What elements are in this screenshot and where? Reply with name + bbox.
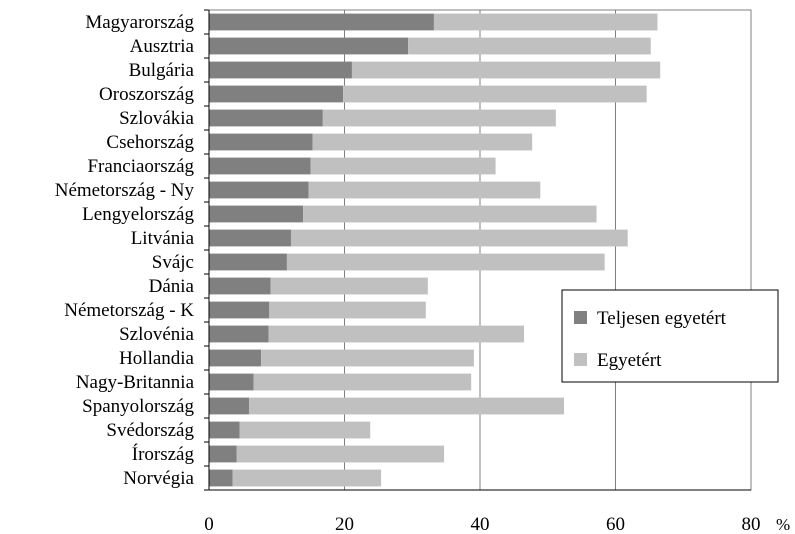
x-tick-label-0: 0 [204, 514, 214, 534]
bar-oroszorszag-egyetert [343, 85, 647, 103]
bar-szlovakia-egyetert [322, 109, 556, 127]
x-tick-label-60: 60 [606, 514, 625, 534]
x-tick-label-40: 40 [471, 514, 490, 534]
category-label-szlovakia: Szlovákia [119, 108, 194, 129]
bar-szlovenia-teljesen-egyetert [209, 325, 269, 343]
bar-bulgaria-egyetert [351, 61, 661, 79]
category-label-szlovenia: Szlovénia [119, 324, 194, 345]
category-label-irorszag: Írország [132, 443, 195, 465]
bar-nagy-britannia-teljesen-egyetert [209, 373, 254, 391]
bar-dania-egyetert [270, 277, 428, 295]
category-label-svedorszag: Svédország [106, 420, 194, 441]
category-label-franciaorszag: Franciaország [87, 156, 194, 177]
bar-bulgaria-teljesen-egyetert [209, 61, 352, 79]
bars [209, 13, 661, 487]
category-label-nemetorszag-ny: Németország - Ny [55, 180, 195, 201]
bar-franciaorszag-teljesen-egyetert [209, 157, 311, 175]
legend: Teljesen egyetért Egyetért [561, 289, 779, 383]
bar-irorszag-teljesen-egyetert [209, 445, 237, 463]
bar-svajc-teljesen-egyetert [209, 253, 287, 271]
bar-lengyelorszag-teljesen-egyetert [209, 205, 304, 223]
bar-csehorszag-egyetert [312, 133, 533, 151]
bar-magyarorszag-egyetert [433, 13, 658, 31]
gridlines [208, 10, 752, 490]
bar-franciaorszag-egyetert [310, 157, 496, 175]
x-unit-label: % [776, 515, 790, 534]
category-label-ausztria: Ausztria [130, 36, 195, 57]
category-label-hollandia: Hollandia [119, 348, 194, 369]
x-tick-labels: 0 20 40 60 80 [204, 514, 760, 534]
bar-hollandia-teljesen-egyetert [209, 349, 262, 367]
category-label-norvegia: Norvégia [123, 468, 194, 489]
category-label-spanyolorszag: Spanyolország [82, 396, 194, 417]
category-label-magyarorszag: Magyarország [85, 12, 194, 33]
category-label-nemetorszag-k: Németország - K [64, 300, 194, 321]
legend-swatch-teljesen-egyetert [574, 311, 587, 324]
bar-svajc-egyetert [286, 253, 605, 271]
legend-swatch-egyetert [574, 353, 587, 366]
bar-nemetorszag-ny-egyetert [308, 181, 541, 199]
bar-spanyolorszag-egyetert [248, 397, 565, 415]
category-label-dania: Dánia [149, 276, 195, 297]
bar-nemetorszag-k-egyetert [269, 301, 426, 319]
category-label-litvania: Litvánia [131, 228, 195, 249]
category-label-bulgaria: Bulgária [129, 60, 195, 81]
category-label-csehorszag: Csehország [106, 132, 194, 153]
x-tick-label-80: 80 [742, 514, 761, 534]
bar-ausztria-egyetert [408, 37, 651, 55]
bar-csehorszag-teljesen-egyetert [209, 133, 313, 151]
bar-irorszag-egyetert [236, 445, 445, 463]
bar-norvegia-egyetert [232, 469, 382, 487]
bar-ausztria-teljesen-egyetert [209, 37, 409, 55]
legend-box [561, 289, 779, 383]
bar-nagy-britannia-egyetert [253, 373, 472, 391]
x-tick-label-20: 20 [335, 514, 354, 534]
bar-hollandia-egyetert [261, 349, 474, 367]
category-label-lengyelorszag: Lengyelország [82, 204, 194, 225]
bar-oroszorszag-teljesen-egyetert [209, 85, 344, 103]
bar-lengyelorszag-egyetert [303, 205, 597, 223]
axes [204, 9, 752, 491]
bar-litvania-teljesen-egyetert [209, 229, 291, 247]
category-label-svajc: Svájc [152, 252, 194, 273]
bar-norvegia-teljesen-egyetert [209, 469, 233, 487]
category-label-nagy-britannia: Nagy-Britannia [76, 372, 195, 393]
bar-svedorszag-teljesen-egyetert [209, 421, 240, 439]
bar-litvania-egyetert [290, 229, 628, 247]
legend-label-teljesen-egyetert: Teljesen egyetért [597, 308, 727, 329]
bar-spanyolorszag-teljesen-egyetert [209, 397, 249, 415]
bar-szlovenia-egyetert [268, 325, 525, 343]
bar-magyarorszag-teljesen-egyetert [209, 13, 434, 31]
bar-dania-teljesen-egyetert [209, 277, 271, 295]
legend-label-egyetert: Egyetért [597, 350, 662, 371]
bar-nemetorszag-ny-teljesen-egyetert [209, 181, 309, 199]
bar-szlovakia-teljesen-egyetert [209, 109, 323, 127]
bar-nemetorszag-k-teljesen-egyetert [209, 301, 270, 319]
bar-svedorszag-egyetert [239, 421, 371, 439]
category-labels: Magyarország Ausztria Bulgária Oroszország S… [55, 12, 195, 489]
category-label-oroszorszag: Oroszország [99, 84, 194, 105]
